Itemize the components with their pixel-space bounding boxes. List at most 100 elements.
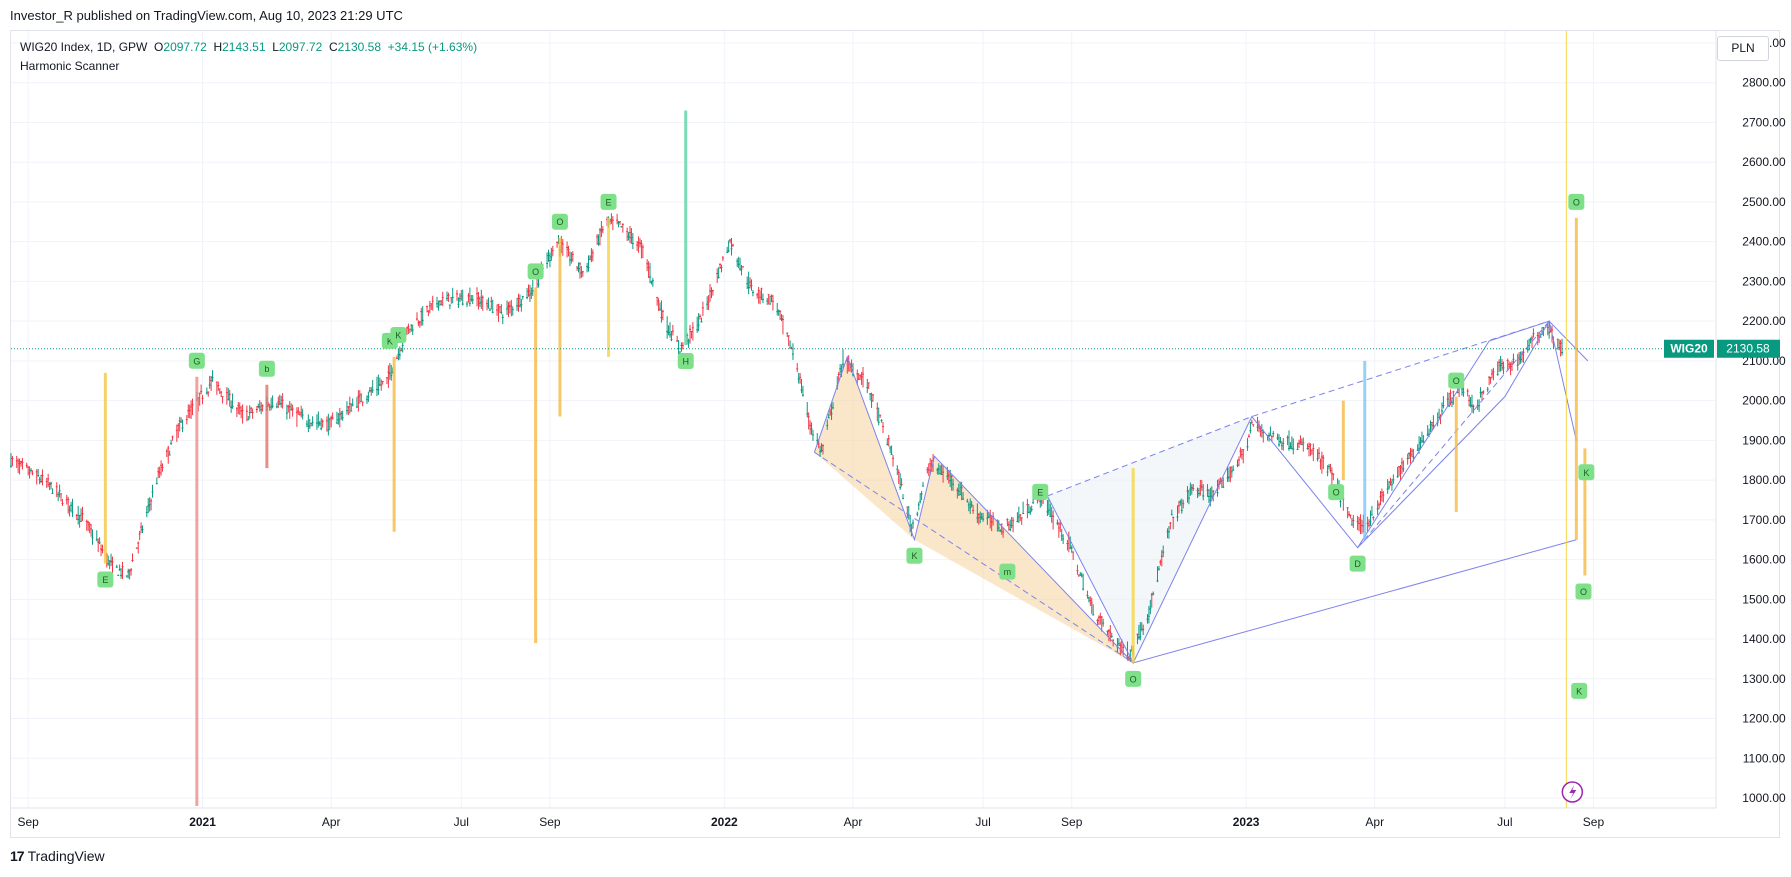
badge-bg [1571, 682, 1588, 699]
badge-bg [1568, 193, 1585, 210]
harmonic-pattern-projection [1047, 320, 1550, 497]
close-value: 2130.58 [337, 40, 381, 54]
pattern-fill-area [1374, 321, 1550, 520]
chart-legend: WIG20 Index, 1D, GPW O2097.72 H2143.51 L… [20, 38, 477, 76]
badge-label: b [264, 364, 269, 374]
x-tick-label: 2022 [711, 815, 738, 829]
pattern-point-badge: O [1125, 670, 1142, 687]
badge-label: O [1573, 197, 1580, 207]
y-tick-label: 2200.00 [1742, 314, 1786, 328]
x-tick-label: Sep [539, 815, 561, 829]
x-tick-label: 2023 [1233, 815, 1260, 829]
badge-bg [97, 571, 114, 588]
pattern-point-badge: D [1349, 555, 1366, 572]
badge-label: H [682, 357, 689, 367]
x-tick-label: Apr [322, 815, 341, 829]
badge-bg [1578, 464, 1595, 481]
badge-bg [906, 547, 923, 564]
pattern-point-badge: m [999, 563, 1016, 580]
currency-button[interactable]: PLN [1717, 36, 1769, 61]
open-value: 2097.72 [163, 40, 207, 54]
price-badge-name: WIG20 [1670, 342, 1708, 356]
pattern-point-badge: E [1032, 483, 1049, 500]
pattern-point-badge: O [1448, 372, 1465, 389]
badge-label: O [1580, 587, 1587, 597]
badge-label: G [193, 356, 200, 366]
x-tick-label: Jul [454, 815, 469, 829]
publisher-caption: Investor_R published on TradingView.com,… [10, 8, 403, 23]
pattern-point-badge: O [1328, 484, 1345, 501]
badge-bg [551, 213, 568, 230]
badge-bg [1575, 583, 1592, 600]
x-tick-label: Jul [1497, 815, 1512, 829]
y-tick-label: 2800.00 [1742, 76, 1786, 90]
pattern-point-badge: b [258, 360, 275, 377]
x-tick-label: Apr [844, 815, 863, 829]
badge-bg [390, 326, 407, 343]
harmonic-pattern-line [813, 355, 1134, 664]
open-label: O [154, 40, 164, 54]
badge-label: K [1576, 686, 1582, 696]
last-price-badge: WIG20 2130.58 [1664, 339, 1780, 358]
symbol-label[interactable]: WIG20 Index, 1D, GPW [20, 40, 148, 54]
tradingview-logo-icon: 17 [10, 848, 25, 864]
y-tick-label: 2500.00 [1742, 195, 1786, 209]
y-tick-label: 1200.00 [1742, 712, 1786, 726]
badge-bg [999, 563, 1016, 580]
badge-bg [188, 352, 205, 369]
badge-label: O [1453, 376, 1460, 386]
badge-label: O [532, 267, 539, 277]
pattern-point-badge: O [551, 213, 568, 230]
pattern-point-badge: O [1575, 583, 1592, 600]
pattern-point-badge: O [1568, 193, 1585, 210]
pattern-point-badge: K [390, 326, 407, 343]
price-badge-name-bg [1664, 339, 1714, 358]
harmonic-pattern-projection [814, 451, 1134, 664]
y-tick-label: 1800.00 [1742, 473, 1786, 487]
pattern-fill-area [814, 356, 915, 540]
badge-label: K [387, 336, 393, 346]
x-tick-label: 2021 [189, 815, 216, 829]
badge-bg [1125, 670, 1142, 687]
y-tick-label: 1500.00 [1742, 592, 1786, 606]
badge-bg [600, 193, 617, 210]
badge-label: E [606, 197, 612, 207]
badge-bg [1448, 372, 1465, 389]
price-badge-value: 2130.58 [1726, 342, 1770, 356]
harmonic-pattern-line [1133, 539, 1577, 664]
ohlc-row: WIG20 Index, 1D, GPW O2097.72 H2143.51 L… [20, 38, 477, 57]
y-tick-label: 1900.00 [1742, 433, 1786, 447]
badge-bg [677, 353, 694, 369]
pattern-fill-area [1047, 416, 1252, 663]
y-tick-label: 2700.00 [1742, 115, 1786, 129]
badge-label: E [1037, 487, 1043, 497]
y-tick-label: 1300.00 [1742, 672, 1786, 686]
y-tick-label: 2000.00 [1742, 394, 1786, 408]
indicator-label[interactable]: Harmonic Scanner [20, 59, 120, 73]
badge-label: m [1004, 567, 1012, 577]
badge-bg [527, 263, 544, 280]
low-label: L [272, 40, 279, 54]
pattern-point-badge: H [677, 353, 694, 369]
pattern-point-badge: K [1571, 682, 1588, 699]
y-tick-label: 2300.00 [1742, 274, 1786, 288]
pattern-point-badge: E [600, 193, 617, 210]
price-badge-value-bg [1717, 339, 1780, 358]
badge-label: E [102, 575, 108, 585]
close-label: C [328, 40, 338, 54]
badge-label: K [395, 330, 401, 340]
harmonic-pattern-line [1357, 319, 1577, 549]
y-tick-label: 2400.00 [1742, 235, 1786, 249]
high-label: H [213, 40, 223, 54]
pattern-point-badge: G [188, 352, 205, 369]
pattern-point-badge: O [527, 263, 544, 280]
badge-label: O [1130, 674, 1137, 684]
badge-bg [258, 360, 275, 377]
tradingview-logo[interactable]: 17 TradingView [10, 848, 105, 864]
lightning-glyph [1569, 785, 1577, 799]
y-tick-label: 1700.00 [1742, 513, 1786, 527]
badge-bg [1328, 484, 1345, 501]
x-tick-label: Sep [1061, 815, 1083, 829]
badge-label: O [556, 217, 563, 227]
